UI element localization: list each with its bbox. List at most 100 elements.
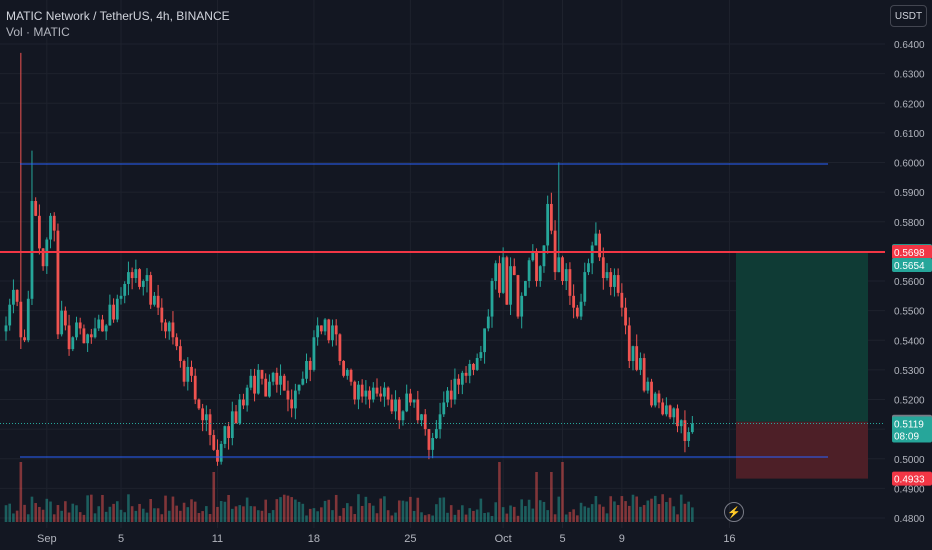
x-tick-label: 5 bbox=[559, 533, 565, 545]
candle-body bbox=[531, 251, 535, 261]
volume-bar bbox=[245, 497, 249, 522]
candle-body bbox=[282, 375, 286, 391]
volume-bar bbox=[182, 502, 186, 522]
volume-bar bbox=[524, 506, 527, 522]
candle-body bbox=[646, 381, 650, 391]
volume-bar bbox=[375, 513, 379, 522]
volume-bar bbox=[676, 514, 679, 522]
volume-bar bbox=[90, 494, 93, 522]
currency-button[interactable]: USDT bbox=[890, 5, 927, 27]
volume-bar bbox=[93, 513, 97, 522]
candle-body bbox=[293, 390, 297, 409]
candle-body bbox=[319, 325, 323, 332]
price-label: 0.4933 bbox=[894, 475, 925, 486]
candle-body bbox=[82, 328, 86, 344]
candle-body bbox=[464, 372, 468, 376]
candle-body bbox=[653, 393, 657, 406]
candle-body bbox=[268, 381, 271, 397]
candle-body bbox=[438, 414, 442, 430]
symbol-title[interactable]: MATIC Network / TetherUS, 4h, BINANCE bbox=[6, 9, 230, 23]
volume-bar bbox=[205, 506, 208, 522]
volume-bar bbox=[657, 504, 661, 522]
volume-bar bbox=[390, 515, 394, 522]
volume-bar bbox=[116, 501, 119, 522]
candle-body bbox=[657, 393, 661, 403]
candle-body bbox=[108, 304, 112, 326]
candle-body bbox=[639, 358, 642, 370]
candle-body bbox=[19, 301, 23, 338]
volume-bar bbox=[490, 515, 494, 522]
y-tick-label: 0.6300 bbox=[894, 70, 925, 81]
volume-bar bbox=[383, 496, 386, 522]
candle-body bbox=[420, 414, 423, 421]
volume-bar bbox=[197, 513, 201, 522]
candle-body bbox=[216, 449, 219, 462]
price-label: 0.5654 bbox=[894, 261, 925, 272]
candle-body bbox=[138, 269, 141, 287]
candle-body bbox=[219, 443, 223, 462]
candle-body bbox=[141, 281, 145, 287]
candle-body bbox=[631, 346, 635, 361]
volume-bar bbox=[327, 499, 331, 522]
volume-bar bbox=[4, 505, 8, 522]
candle-body bbox=[616, 275, 620, 293]
price-label-bg bbox=[892, 244, 932, 259]
y-tick-label: 0.5200 bbox=[894, 396, 925, 407]
candle-body bbox=[627, 325, 631, 361]
candle-body bbox=[4, 325, 8, 332]
volume-indicator-label[interactable]: Vol · MATIC bbox=[6, 25, 70, 39]
candle-body bbox=[8, 304, 12, 326]
volume-bar bbox=[631, 494, 635, 522]
volume-bar bbox=[542, 501, 546, 522]
lightning-icon[interactable]: ⚡ bbox=[724, 502, 744, 522]
volume-bar bbox=[56, 505, 60, 522]
volume-bar bbox=[164, 495, 167, 522]
candle-body bbox=[668, 405, 672, 418]
candle-body bbox=[156, 295, 160, 308]
volume-bar bbox=[238, 505, 242, 522]
volume-bar bbox=[334, 494, 338, 522]
x-tick-label: 25 bbox=[404, 533, 416, 545]
volume-bar bbox=[442, 497, 446, 522]
volume-bar bbox=[264, 499, 267, 522]
volume-bar bbox=[438, 497, 442, 522]
volume-bar bbox=[557, 496, 561, 522]
candle-body bbox=[664, 405, 668, 415]
volume-bar bbox=[227, 494, 230, 522]
volume-bar bbox=[646, 500, 650, 522]
candle-body bbox=[524, 281, 527, 296]
y-tick-label: 0.4900 bbox=[894, 484, 925, 495]
volume-bar bbox=[231, 508, 234, 522]
candle-body bbox=[594, 233, 598, 246]
candle-body bbox=[505, 257, 509, 305]
candle-body bbox=[405, 393, 409, 412]
volume-bar bbox=[45, 498, 49, 522]
volume-bar bbox=[457, 509, 460, 522]
candle-body bbox=[460, 372, 464, 385]
candle-body bbox=[572, 295, 576, 308]
volume-bar bbox=[268, 513, 271, 522]
volume-bar bbox=[346, 503, 349, 522]
volume-bar bbox=[49, 501, 52, 522]
price-label-bg bbox=[892, 258, 932, 273]
candle-body bbox=[535, 251, 538, 281]
candle-body bbox=[178, 346, 182, 361]
volume-bar bbox=[564, 514, 568, 522]
volume-bar bbox=[249, 506, 253, 522]
volume-bar bbox=[583, 506, 587, 522]
candle-body bbox=[97, 319, 101, 329]
candle-body bbox=[672, 408, 676, 418]
volume-bar bbox=[672, 506, 676, 522]
volume-bar bbox=[368, 503, 371, 522]
price-label-bg bbox=[892, 416, 932, 443]
candle-body bbox=[256, 369, 260, 394]
x-tick-label: 16 bbox=[723, 533, 735, 545]
candle-body bbox=[104, 325, 108, 332]
volume-bar bbox=[512, 506, 516, 522]
volume-bar bbox=[286, 495, 290, 522]
candle-body bbox=[34, 201, 38, 216]
candle-body bbox=[193, 375, 197, 400]
candle-body bbox=[427, 429, 431, 450]
volume-bar bbox=[435, 504, 438, 522]
